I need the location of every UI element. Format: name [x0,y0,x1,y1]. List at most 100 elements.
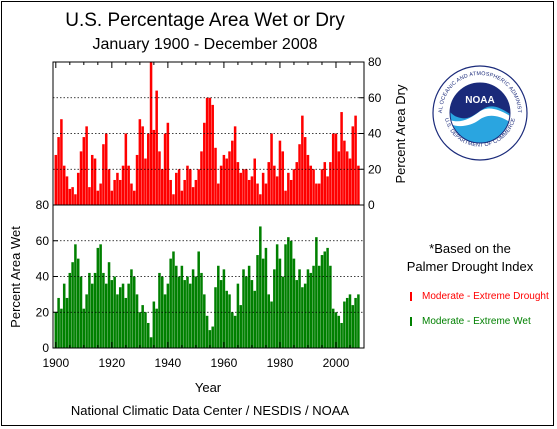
dry-bar [99,183,102,205]
wet-bar [158,272,161,349]
dry-bar [172,194,175,205]
dry-bar [287,172,290,205]
wet-bar [337,315,341,348]
dry-bar [261,172,265,205]
wet-bar [329,265,332,348]
dry-bar [247,179,251,205]
wet-bar [62,283,66,348]
dry-bar [278,140,282,205]
wet-bar [261,258,265,349]
dry-bar [242,169,245,205]
x-axis-title: Year [195,380,222,395]
dry-bar [127,165,130,206]
dry-bar [155,90,158,205]
wet-bar [71,262,74,348]
legend-wet: Moderate - Extreme Wet [410,314,531,328]
dry-bar [118,179,122,205]
wet-bar [141,305,144,348]
wet-bar [292,258,296,349]
dry-bar [351,126,355,205]
dry-bar [76,172,80,205]
dry-bar [239,172,242,205]
dry-bar [273,165,276,206]
dry-bar [74,194,77,205]
wet-bar [118,287,122,348]
wet-bar [175,265,178,348]
wet-bar [354,297,357,348]
wet-bar [93,272,97,349]
wet-bar [275,244,279,348]
wet-bar [278,258,282,349]
dry-bar [306,154,310,205]
dry-bar [309,165,313,206]
dry-bar [284,190,287,205]
x-tick-label: 1920 [98,356,125,370]
wet-bar [273,269,276,348]
dry-bar [289,179,293,205]
dry-bar [298,144,301,205]
dry-bar [267,162,270,205]
dry-bar [354,115,357,206]
wet-bar [76,258,80,349]
dry-bar [222,154,226,205]
wet-bar [200,272,203,349]
wet-bar [264,247,268,348]
wet-bar [68,272,72,349]
wet-bar [113,276,116,348]
wet-bar [121,283,125,348]
wet-bar [253,290,256,348]
dry-bar [345,151,349,206]
dry-bar [152,129,156,206]
dry-bar [88,187,91,206]
wet-bar [334,312,338,348]
dry-bar [329,162,332,205]
wet-panel-border [52,204,365,349]
wet-bar [54,312,58,348]
x-tick-label: 1980 [267,356,294,370]
wet-bar [340,322,343,348]
dry-bar [135,154,139,205]
dry-bar [259,194,262,205]
dry-bar [191,187,195,206]
wet-bar [225,290,228,348]
wet-bar [284,244,287,348]
dry-bar [315,183,318,205]
wet-bar [102,272,105,349]
wet-bar [250,280,254,348]
wet-bar [130,269,133,348]
dry-bar [169,179,172,205]
wet-bar [180,265,184,348]
dry-bar [130,183,133,205]
wet-bar [281,276,285,348]
dry-bar [194,179,198,205]
dry-bar [253,158,256,206]
wet-bar [323,251,327,348]
logo-dark-field [450,83,510,119]
logo-emblem [450,83,510,143]
dry-bar [348,158,352,206]
wet-bar [287,237,290,349]
wet-bar [317,265,321,348]
wet-bar [208,330,212,349]
dry-bar [186,165,189,206]
wet-bar [149,337,153,348]
dry-bar [264,183,268,205]
wet-bars-group [54,226,360,349]
wet-bar [211,326,214,348]
x-tick-label: 2000 [323,356,350,370]
dry-bar [217,183,220,205]
wet-bar [144,312,147,348]
wet-axis-title: Percent Area Wet [8,226,23,328]
wet-bar [107,262,111,348]
wet-bar [295,280,299,348]
dry-bar [219,165,223,206]
dry-bar [292,169,296,205]
dry-bar [102,144,105,205]
dry-bar [85,126,88,205]
wet-bar [203,294,206,349]
wet-bar [90,283,94,348]
wet-bar [351,305,355,348]
chart-title: U.S. Percentage Area Wet or Dry [65,10,345,31]
